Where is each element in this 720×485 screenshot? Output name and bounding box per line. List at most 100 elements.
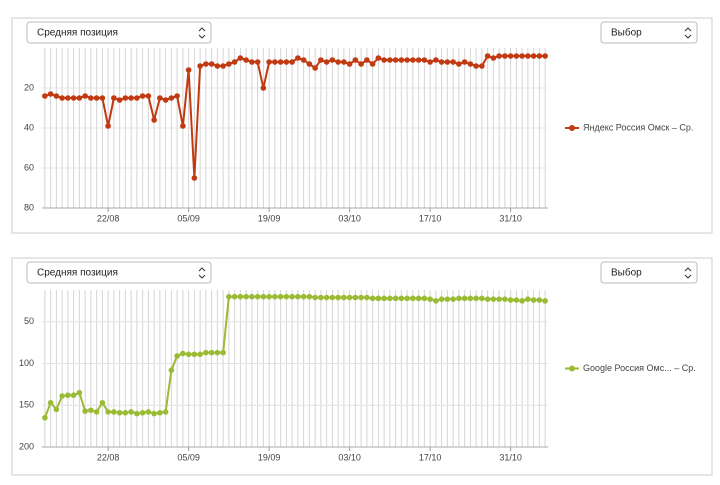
point	[438, 296, 445, 302]
point	[433, 298, 439, 304]
point	[318, 294, 324, 301]
point	[519, 53, 525, 59]
point	[249, 293, 255, 300]
point	[243, 293, 249, 300]
point	[490, 296, 497, 302]
point	[237, 293, 244, 300]
point	[122, 95, 129, 101]
point	[277, 59, 284, 65]
point	[496, 53, 502, 59]
y-tick-label: 100	[19, 358, 34, 368]
point	[185, 67, 192, 73]
point	[162, 409, 169, 415]
point	[312, 294, 318, 301]
point	[99, 95, 106, 101]
legend-marker	[569, 365, 575, 372]
point	[364, 294, 370, 301]
x-tick-label: 17/10	[419, 213, 442, 223]
y-tick-label: 40	[24, 122, 34, 132]
y-tick-label: 200	[19, 441, 34, 451]
point	[438, 59, 445, 65]
point	[272, 59, 278, 65]
point	[404, 295, 410, 302]
point	[530, 297, 537, 303]
point	[151, 410, 157, 417]
panel	[11, 17, 713, 234]
point	[387, 295, 393, 302]
point	[249, 59, 255, 65]
point	[467, 295, 474, 302]
point	[260, 293, 267, 300]
point	[185, 351, 192, 358]
point	[415, 295, 422, 302]
point	[295, 55, 301, 61]
point	[496, 296, 502, 302]
point	[490, 55, 497, 61]
point	[358, 61, 364, 67]
point	[145, 409, 152, 415]
point	[42, 414, 48, 421]
point	[111, 95, 117, 101]
point	[76, 389, 83, 396]
point	[53, 406, 60, 413]
x-tick-label: 22/08	[97, 213, 120, 223]
point	[99, 399, 106, 406]
point	[369, 61, 376, 67]
point	[415, 57, 422, 63]
point	[352, 294, 359, 301]
point	[542, 53, 548, 59]
point	[392, 57, 399, 63]
point	[116, 409, 123, 416]
point	[467, 61, 474, 67]
x-tick-label: 19/09	[258, 452, 281, 462]
point	[47, 91, 54, 97]
x-tick-label: 22/08	[97, 452, 120, 462]
x-tick-label: 03/10	[338, 452, 361, 462]
point	[507, 53, 514, 59]
point	[530, 53, 537, 59]
point	[93, 95, 100, 101]
point	[208, 61, 215, 67]
point	[82, 408, 88, 414]
y-tick-label: 150	[19, 400, 34, 410]
point	[346, 61, 353, 67]
point	[421, 57, 428, 63]
point	[323, 59, 330, 65]
point	[456, 61, 462, 67]
dropdown[interactable]	[26, 21, 212, 44]
point	[180, 350, 186, 357]
x-tick-label: 31/10	[499, 213, 522, 223]
point	[283, 293, 290, 300]
point	[180, 123, 186, 129]
point	[421, 295, 428, 302]
x-tick-label: 19/09	[258, 213, 281, 223]
dropdown-label: Средняя позиция	[37, 28, 118, 39]
point	[70, 392, 77, 399]
point	[260, 85, 267, 91]
dropdown-label: Выбор	[611, 27, 642, 39]
point	[88, 407, 94, 414]
point	[134, 410, 140, 417]
point	[444, 59, 451, 65]
point	[536, 297, 543, 303]
x-tick-label: 03/10	[338, 213, 361, 223]
point	[231, 293, 238, 300]
point	[145, 93, 152, 99]
point	[375, 295, 382, 302]
point	[243, 57, 249, 63]
y-tick-label: 60	[24, 162, 34, 172]
point	[283, 59, 290, 65]
point	[502, 296, 508, 302]
point	[456, 295, 462, 302]
y-tick-label: 80	[24, 202, 34, 212]
dropdown[interactable]	[600, 261, 698, 284]
dropdown[interactable]	[600, 21, 698, 44]
dropdown-arrow	[684, 267, 692, 279]
point	[226, 293, 232, 300]
point	[139, 409, 146, 416]
point	[289, 293, 295, 300]
dropdown[interactable]	[26, 261, 212, 284]
point	[358, 294, 364, 301]
point	[254, 293, 261, 300]
